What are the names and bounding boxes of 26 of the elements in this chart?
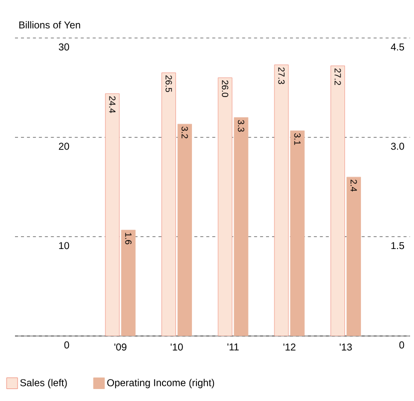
data-label: 26.0 (222, 80, 228, 98)
y2-tick-label: 1.5 (391, 242, 404, 250)
data-label: 2.4 (350, 180, 357, 192)
x-tick-label: '09 (114, 344, 126, 351)
y-tick-label: 20 (58, 142, 70, 150)
data-label: 1.6 (125, 232, 132, 244)
y-axis-title: Billions of Yen (19, 21, 80, 28)
x-tick-label: '13 (340, 344, 352, 351)
y2-tick-label: 4.5 (390, 44, 404, 50)
data-label: 24.4 (109, 96, 116, 113)
y-tick-label: 30 (58, 43, 70, 50)
x-tick-label: '12 (283, 344, 296, 350)
data-label: 3.2 (182, 126, 188, 138)
legend-label: Operating Income (right) (107, 378, 214, 388)
y2-tick-label: 0 (399, 341, 404, 348)
data-label: 26.5 (166, 75, 172, 92)
legend-label: Sales (left) (20, 378, 67, 388)
data-label: 27.3 (278, 67, 285, 84)
y-tick-label: 0 (64, 341, 70, 348)
x-tick-label: '11 (227, 344, 239, 350)
data-label: 3.1 (294, 133, 301, 145)
data-label: 27.2 (334, 68, 341, 85)
data-label: 3.3 (238, 120, 244, 132)
x-tick-label: '10 (170, 344, 183, 351)
y-tick-label: 10 (59, 242, 70, 250)
y2-tick-label: 3.0 (391, 142, 404, 150)
